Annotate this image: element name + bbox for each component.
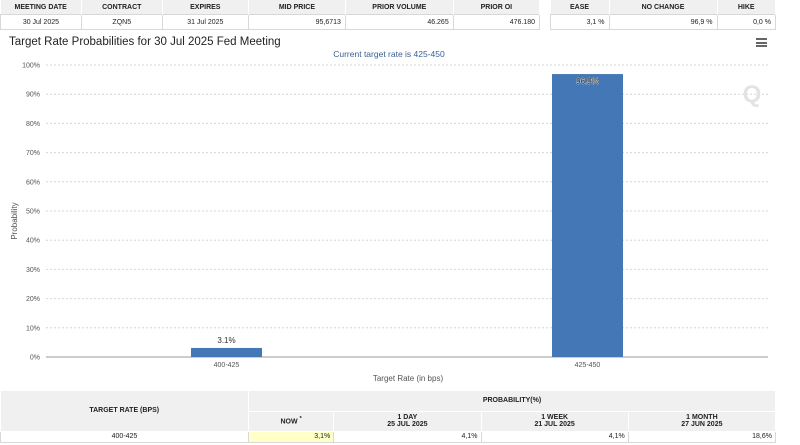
no-change-value: 96,9 % bbox=[608, 14, 718, 30]
x-tick-label-425-450: 425-450 bbox=[575, 362, 601, 369]
ease-value: 3,1 % bbox=[550, 14, 610, 30]
bar-425-450[interactable] bbox=[552, 74, 623, 357]
one-week-date: 21 JUL 2025 bbox=[534, 421, 575, 428]
one-day-header: 1 DAY 25 JUL 2025 bbox=[333, 411, 482, 432]
probabilities-table: EASE NO CHANGE HIKE 3,1 % 96,9 % 0,0 % bbox=[550, 0, 776, 30]
mid-price-header: MID PRICE bbox=[248, 0, 346, 15]
expires-value: 31 Jul 2025 bbox=[161, 14, 249, 30]
hike-header: HIKE bbox=[717, 0, 776, 15]
probabilities-header-row: EASE NO CHANGE HIKE bbox=[550, 0, 776, 15]
prior-volume-header: PRIOR VOLUME bbox=[345, 0, 454, 15]
chart-title: Target Rate Probabilities for 30 Jul 202… bbox=[9, 36, 281, 48]
probabilities-data-row: 3,1 % 96,9 % 0,0 % bbox=[550, 14, 776, 30]
meeting-table: MEETING DATE CONTRACT EXPIRES MID PRICE … bbox=[0, 0, 541, 30]
chart-menu-icon[interactable] bbox=[756, 38, 767, 47]
y-tick-label: 100% bbox=[22, 63, 40, 70]
no-change-header: NO CHANGE bbox=[609, 0, 718, 15]
watermark-logo: Q bbox=[743, 81, 762, 108]
now-footnote-marker: * bbox=[299, 416, 302, 423]
y-tick-labels: 0% 10% 20% 30% 40% 50% 60% 70% 80% 90% 100% bbox=[22, 63, 40, 362]
one-week-label: 1 WEEK bbox=[541, 414, 569, 421]
y-tick-label: 0% bbox=[30, 355, 40, 362]
one-month-label: 1 MONTH bbox=[686, 414, 718, 421]
x-tick-labels: 400-425 425-450 bbox=[214, 362, 601, 369]
x-tick-label-400-425: 400-425 bbox=[214, 362, 240, 369]
row-one-week-value: 4,1% bbox=[480, 430, 629, 443]
y-tick-label: 20% bbox=[26, 296, 40, 303]
row-target-rate: 400-425 bbox=[0, 430, 249, 443]
contract-header: CONTRACT bbox=[81, 0, 163, 15]
bars: 3.1% 96.9% bbox=[191, 74, 623, 357]
probability-header: PROBABILITY(%) bbox=[248, 391, 776, 412]
y-tick-label: 90% bbox=[26, 92, 40, 99]
row-one-month-value: 18,6% bbox=[627, 430, 777, 443]
meeting-date-header: MEETING DATE bbox=[0, 0, 82, 15]
x-axis-label: Target Rate (in bps) bbox=[373, 374, 444, 383]
prior-volume-value: 46.265 bbox=[344, 14, 454, 30]
probability-history-table: TARGET RATE (BPS) PROBABILITY(%) NOW * 1… bbox=[0, 391, 777, 443]
probability-history: TARGET RATE (BPS) PROBABILITY(%) NOW * 1… bbox=[0, 391, 777, 445]
data-label-400-425: 3.1% bbox=[217, 336, 235, 345]
meeting-header-row: MEETING DATE CONTRACT EXPIRES MID PRICE … bbox=[0, 0, 541, 15]
now-header: NOW * bbox=[248, 411, 335, 432]
y-tick-label: 10% bbox=[26, 325, 40, 332]
y-tick-label: 50% bbox=[26, 209, 40, 216]
one-month-header: 1 MONTH 27 JUN 2025 bbox=[628, 411, 777, 432]
hike-value: 0,0 % bbox=[716, 14, 776, 30]
ease-header: EASE bbox=[550, 0, 610, 15]
prior-oi-value: 476.180 bbox=[452, 14, 541, 30]
history-header-row-1: TARGET RATE (BPS) PROBABILITY(%) bbox=[0, 391, 776, 432]
grid bbox=[46, 64, 768, 358]
data-label-425-450: 96.9% bbox=[576, 77, 599, 86]
one-month-date: 27 JUN 2025 bbox=[681, 421, 723, 428]
expires-header: EXPIRES bbox=[162, 0, 249, 15]
contract-value: ZQN5 bbox=[80, 14, 163, 30]
row-one-day-value: 4,1% bbox=[333, 430, 482, 443]
meeting-data-row: 30 Jul 2025 ZQN5 31 Jul 2025 95,6713 46.… bbox=[0, 14, 541, 30]
y-tick-label: 60% bbox=[26, 179, 40, 186]
y-tick-label: 40% bbox=[26, 238, 40, 245]
y-axis-label: Probability bbox=[10, 202, 19, 239]
mid-price-value: 95,6713 bbox=[247, 14, 346, 30]
target-rate-header: TARGET RATE (BPS) bbox=[0, 391, 249, 432]
one-week-header: 1 WEEK 21 JUL 2025 bbox=[481, 411, 629, 432]
row-now-value: 3,1% bbox=[247, 430, 335, 443]
prior-oi-header: PRIOR OI bbox=[453, 0, 541, 15]
bar-400-425[interactable] bbox=[191, 347, 262, 357]
history-header-row-2: NOW * 1 DAY 25 JUL 2025 1 WEEK 21 JUL 2025… bbox=[1, 411, 777, 432]
one-day-date: 25 JUL 2025 bbox=[387, 421, 428, 428]
chart: Current target rate is 425-450 0% 10% 20% 3… bbox=[10, 49, 768, 383]
now-label: NOW bbox=[280, 418, 298, 426]
y-tick-label: 80% bbox=[26, 121, 40, 128]
y-tick-label: 70% bbox=[26, 150, 40, 157]
table-row: 400-425 3,1% 4,1% 4,1% 18,6% bbox=[0, 430, 777, 443]
top-summary: MEETING DATE CONTRACT EXPIRES MID PRICE … bbox=[0, 0, 776, 30]
chart-subtitle: Current target rate is 425-450 bbox=[333, 49, 445, 59]
meeting-date-value: 30 Jul 2025 bbox=[0, 14, 82, 30]
one-day-label: 1 DAY bbox=[397, 414, 418, 421]
y-tick-label: 30% bbox=[26, 267, 40, 274]
